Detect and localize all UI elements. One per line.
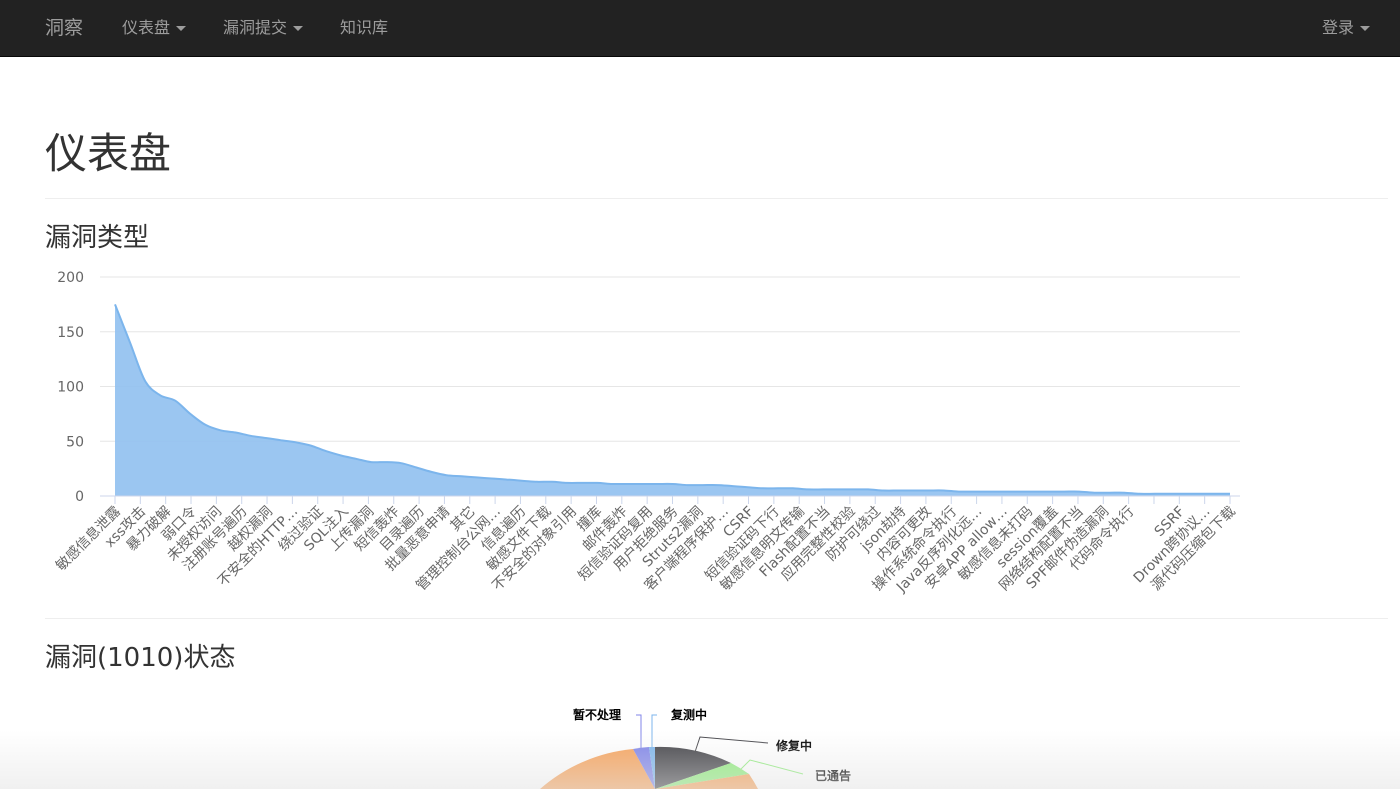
vuln-status-title: 漏洞(1010)状态 — [45, 643, 236, 673]
vuln-type-area-chart: 0 50 100 150 200 敏感信息泄露xss攻击暴力破解弱口令未授权访问注册账号… — [52, 270, 1240, 596]
chart-x-axis: 敏感信息泄露xss攻击暴力破解弱口令未授权访问注册账号遍历越权漏洞不安全的HTT… — [52, 495, 1240, 596]
caret-down-icon — [176, 26, 187, 31]
y-tick-label: 0 — [75, 489, 84, 505]
nav-dashboard-dropdown[interactable]: 仪表盘 — [122, 0, 187, 57]
section-divider — [45, 618, 1388, 619]
chart-y-axis: 0 50 100 150 200 — [57, 270, 84, 505]
login-dropdown[interactable]: 登录 — [1322, 0, 1371, 57]
login-label: 登录 — [1322, 18, 1355, 37]
nav-dashboard-label: 仪表盘 — [122, 18, 171, 37]
connector-deferred — [636, 714, 642, 748]
top-navbar: 洞察 仪表盘 漏洞提交 知识库 登录 — [0, 0, 1400, 57]
area-series-line — [114, 304, 1230, 495]
connector-fixing — [694, 736, 769, 753]
title-divider — [45, 198, 1388, 199]
pie-label-fixing: 修复中 — [775, 738, 812, 753]
nav-knowledge-label: 知识库 — [340, 18, 389, 37]
page-title: 仪表盘 — [45, 129, 172, 178]
y-tick-label: 100 — [57, 380, 84, 396]
y-tick-label: 50 — [66, 434, 84, 450]
pie-label-notified: 已通告 — [815, 768, 851, 783]
caret-down-icon — [1360, 26, 1371, 31]
y-tick-label: 150 — [57, 325, 84, 341]
nav-submit-dropdown[interactable]: 漏洞提交 — [223, 0, 304, 57]
connector-notified — [740, 759, 804, 775]
vuln-type-title: 漏洞类型 — [45, 223, 150, 253]
nav-submit-label: 漏洞提交 — [223, 18, 288, 37]
pie-label-deferred: 暂不处理 — [573, 707, 621, 722]
connector-retesting — [651, 714, 657, 747]
vuln-status-pie-chart: 暂不处理 复测中 修复中 已通告 — [540, 707, 851, 789]
caret-down-icon — [293, 26, 304, 31]
brand-link[interactable]: 洞察 — [45, 17, 84, 39]
pie-label-retesting: 复测中 — [670, 707, 707, 722]
y-tick-label: 200 — [57, 270, 84, 286]
area-series-fill — [115, 304, 1230, 496]
nav-knowledge-link[interactable]: 知识库 — [340, 0, 388, 57]
